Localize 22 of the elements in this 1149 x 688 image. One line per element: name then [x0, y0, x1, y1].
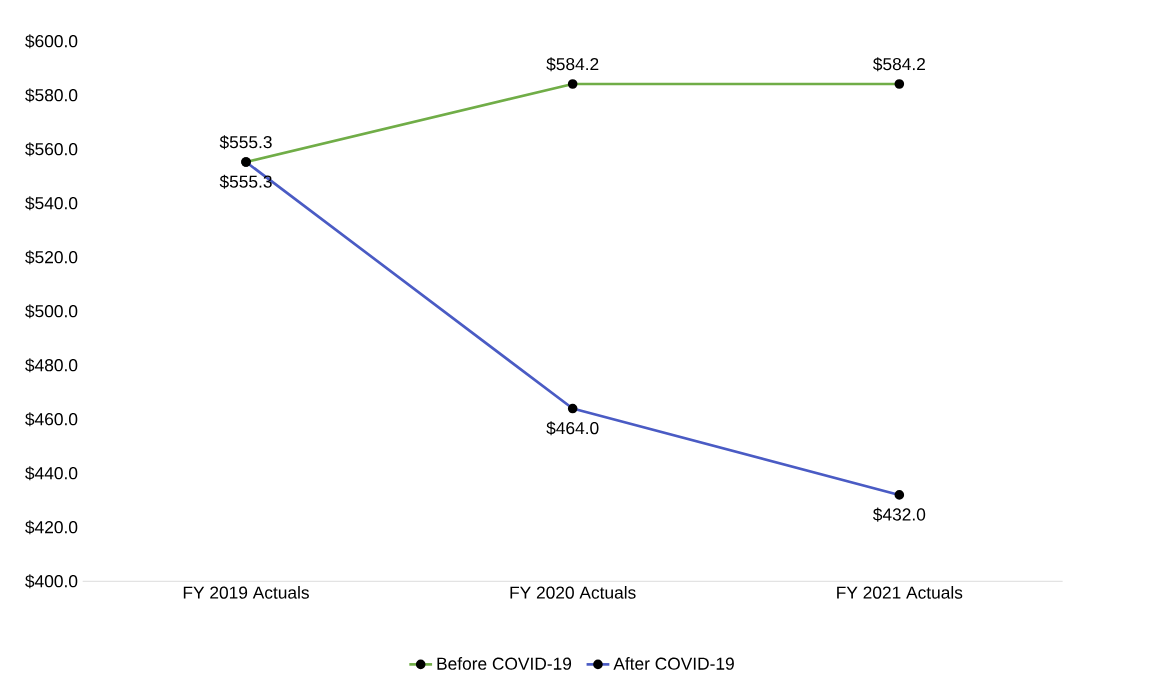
x-tick-label: FY 2021 Actuals: [837, 586, 963, 599]
x-tick-label: FY 2020 Actuals: [510, 586, 636, 599]
data-label: $432.0: [873, 507, 926, 522]
y-tick-label: $460.0: [25, 412, 78, 427]
legend-label: After COVID-19: [613, 657, 734, 670]
data-label: $555.3: [219, 174, 272, 189]
data-label: $584.2: [546, 57, 599, 72]
data-label: $555.3: [219, 135, 272, 150]
y-tick-label: $560.0: [25, 142, 78, 157]
y-tick-label: $520.0: [25, 250, 78, 265]
x-tick-label: FY 2019 Actuals: [183, 586, 309, 599]
data-label: $464.0: [546, 421, 599, 436]
y-tick-label: $580.0: [25, 88, 78, 103]
legend-label: Before COVID-19: [437, 657, 572, 670]
data-label: $584.2: [873, 57, 925, 72]
y-tick-label: $540.0: [25, 196, 78, 211]
y-tick-label: $400.0: [25, 574, 78, 589]
y-tick-label: $500.0: [25, 304, 78, 319]
y-tick-label: $420.0: [25, 520, 78, 535]
y-tick-label: $480.0: [25, 358, 78, 373]
y-tick-label: $440.0: [25, 466, 78, 481]
y-tick-label: $600.0: [25, 34, 78, 49]
